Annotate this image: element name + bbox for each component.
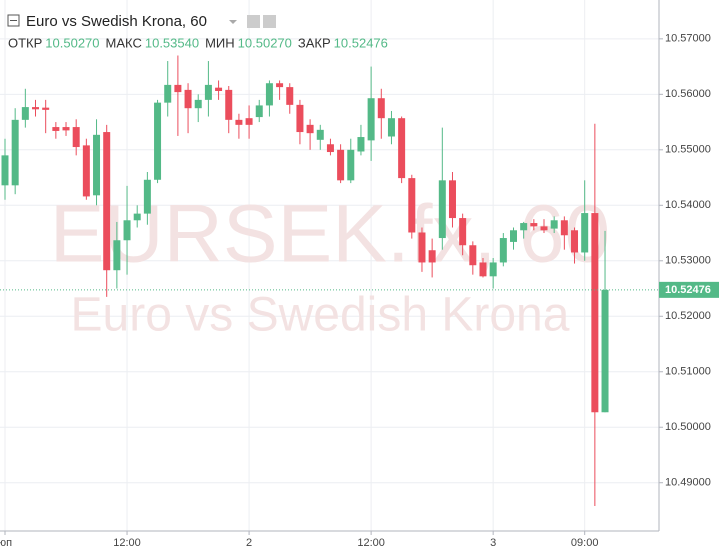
settings-icon[interactable] bbox=[247, 15, 260, 28]
candle-body bbox=[296, 104, 304, 133]
y-tick-label: 10.50000 bbox=[665, 421, 711, 433]
candle-body bbox=[510, 230, 517, 242]
candle-body bbox=[601, 289, 609, 413]
candle-body bbox=[438, 180, 446, 239]
candle-body bbox=[408, 178, 416, 233]
ohlc-value: 10.50270 bbox=[238, 35, 292, 50]
candle-body bbox=[306, 124, 314, 134]
y-tick-label: 10.49000 bbox=[665, 477, 711, 489]
y-tick-label: 10.53000 bbox=[665, 255, 711, 267]
x-tick-label: 12:00 bbox=[113, 537, 141, 549]
ohlc-label: МИН bbox=[205, 35, 235, 50]
candle-body bbox=[448, 180, 456, 219]
candle-body bbox=[113, 240, 121, 271]
candle-body bbox=[550, 220, 558, 229]
candle-body bbox=[357, 137, 365, 152]
candle-body bbox=[123, 220, 131, 241]
candle-body bbox=[72, 127, 80, 148]
watermark: EURSEK.fx, 60 bbox=[50, 189, 611, 280]
candle-body bbox=[255, 105, 263, 118]
candle-body bbox=[337, 149, 345, 181]
candle-body bbox=[316, 129, 324, 140]
x-tick-label: 09:00 bbox=[571, 537, 599, 549]
candle-body bbox=[174, 84, 182, 93]
candle-body bbox=[32, 107, 40, 110]
candle-body bbox=[560, 220, 568, 236]
x-tick-label: 3 bbox=[490, 537, 496, 549]
candle-body bbox=[276, 83, 284, 88]
x-tick-label: 12:00 bbox=[357, 537, 385, 549]
ohlc-label: ЗАКР bbox=[298, 35, 331, 50]
candle-body bbox=[530, 223, 538, 227]
candle-body bbox=[459, 218, 467, 246]
candle-body bbox=[571, 230, 579, 253]
candle-body bbox=[581, 213, 589, 253]
candle-body bbox=[265, 83, 273, 106]
ohlc-label: ОТКР bbox=[8, 35, 42, 50]
candle-body bbox=[21, 107, 29, 120]
candle-body bbox=[347, 149, 355, 181]
candle-body bbox=[11, 119, 19, 186]
candle-body bbox=[184, 89, 192, 109]
candle-body bbox=[387, 118, 395, 137]
collapse-icon[interactable] bbox=[7, 14, 20, 27]
candle-body bbox=[82, 145, 90, 197]
candle-body bbox=[540, 226, 548, 231]
ohlc-value: 10.50270 bbox=[45, 35, 99, 50]
y-tick-label: 10.57000 bbox=[665, 33, 711, 45]
candle-body bbox=[245, 118, 253, 125]
candle-body bbox=[326, 144, 334, 153]
candle-body bbox=[469, 245, 477, 266]
ohlc-header: ОТКР 10.50270 МАКС 10.53540 МИН 10.50270 ЗАКР 1… bbox=[8, 35, 388, 50]
chart-title: Euro vs Swedish Krona, 60 bbox=[26, 13, 207, 30]
candle-body bbox=[154, 102, 162, 180]
candle-body bbox=[62, 127, 70, 131]
candle-body bbox=[499, 238, 507, 263]
y-tick-label: 10.52000 bbox=[665, 310, 711, 322]
candle-body bbox=[204, 84, 212, 100]
candle-body bbox=[398, 118, 406, 179]
ohlc-value: 10.52476 bbox=[334, 35, 388, 50]
candle-body bbox=[215, 87, 223, 91]
x-tick-label: 2 bbox=[246, 537, 252, 549]
watermark-subtitle: Euro vs Swedish Krona bbox=[71, 289, 570, 342]
settings-icon[interactable] bbox=[263, 15, 276, 28]
x-tick-label: юп bbox=[0, 537, 12, 549]
candle-body bbox=[591, 213, 599, 413]
y-tick-label: 10.55000 bbox=[665, 144, 711, 156]
candle-body bbox=[235, 119, 243, 125]
candle-body bbox=[225, 89, 233, 120]
last-price-tag bbox=[659, 281, 719, 298]
candle-body bbox=[164, 84, 172, 103]
axes: 10.57000 10.56000 10.55000 10.54000 10.53000… bbox=[0, 33, 719, 549]
candle-body bbox=[103, 132, 111, 271]
candle-body bbox=[133, 213, 141, 221]
y-tick-label: 10.56000 bbox=[665, 88, 711, 100]
candle-body bbox=[489, 262, 497, 277]
last-price-label: 10.52476 bbox=[665, 284, 711, 296]
candle-body bbox=[286, 87, 294, 105]
ohlc-value: 10.53540 bbox=[145, 35, 199, 50]
candle-body bbox=[52, 127, 60, 131]
y-tick-label: 10.54000 bbox=[665, 199, 711, 211]
candle-body bbox=[367, 98, 375, 141]
candle-body bbox=[1, 155, 9, 186]
candles bbox=[0, 55, 659, 507]
candle-body bbox=[520, 223, 528, 231]
y-tick-label: 10.51000 bbox=[665, 366, 711, 378]
ohlc-label: МАКС bbox=[106, 35, 142, 50]
candle-body bbox=[42, 107, 50, 110]
candle-body bbox=[479, 262, 487, 277]
dropdown-icon[interactable] bbox=[229, 20, 237, 24]
candle-body bbox=[418, 232, 426, 263]
candle-body bbox=[428, 250, 436, 263]
candle-body bbox=[143, 179, 151, 214]
candle-body bbox=[194, 99, 202, 109]
candle-body bbox=[377, 98, 385, 119]
candle-body bbox=[93, 134, 101, 196]
